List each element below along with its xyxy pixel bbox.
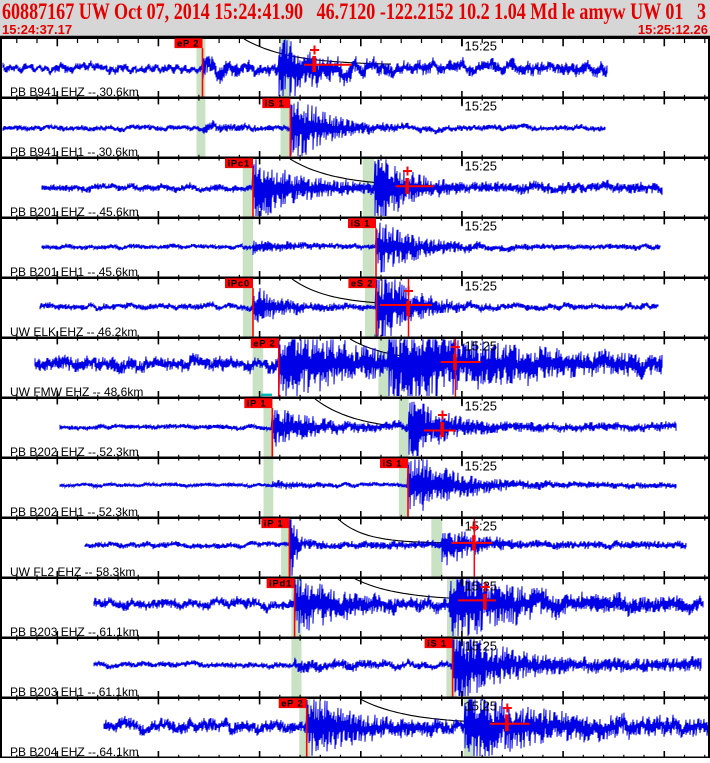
- svg-text:iS 1: iS 1: [383, 458, 403, 469]
- svg-text:eP 2: eP 2: [253, 338, 275, 349]
- svg-text:iPc1: iPc1: [228, 158, 250, 169]
- svg-text:eS 2: eS 2: [351, 278, 373, 289]
- svg-text:UW ELK EHZ -- 46.2km: UW ELK EHZ -- 46.2km: [10, 325, 137, 339]
- svg-text:15:25: 15:25: [465, 698, 498, 713]
- svg-text:iPc0: iPc0: [228, 278, 250, 289]
- svg-text:PB B203 EHZ -- 61.1km: PB B203 EHZ -- 61.1km: [10, 625, 139, 639]
- svg-text:15:25: 15:25: [465, 158, 498, 173]
- svg-text:15:25: 15:25: [465, 578, 498, 593]
- svg-text:PB B203 EH1 -- 61.1km: PB B203 EH1 -- 61.1km: [10, 685, 138, 699]
- svg-text:60887167 UW Oct 07, 2014 15:24: 60887167 UW Oct 07, 2014 15:24:41.90 46.…: [2, 0, 706, 24]
- svg-text:iP 1: iP 1: [247, 398, 267, 409]
- svg-text:PB B941 EHZ -- 30.6km: PB B941 EHZ -- 30.6km: [10, 85, 139, 99]
- svg-text:UW FL2 EHZ -- 58.3km: UW FL2 EHZ -- 58.3km: [10, 565, 135, 579]
- svg-text:PB B941 EH1 -- 30.6km: PB B941 EH1 -- 30.6km: [10, 145, 138, 159]
- svg-text:PB B204 EHZ -- 64.1km: PB B204 EHZ -- 64.1km: [10, 745, 139, 758]
- svg-text:15:25: 15:25: [465, 38, 498, 53]
- svg-text:15:25: 15:25: [465, 98, 498, 113]
- svg-text:PB B201 EHZ -- 45.6km: PB B201 EHZ -- 45.6km: [10, 205, 139, 219]
- svg-text:iP 1: iP 1: [264, 518, 284, 529]
- svg-text:PB B202 EH1 -- 52.3km: PB B202 EH1 -- 52.3km: [10, 505, 138, 519]
- svg-text:UW FMW EHZ -- 48.6km: UW FMW EHZ -- 48.6km: [10, 385, 143, 399]
- svg-text:15:25: 15:25: [465, 518, 498, 533]
- svg-text:15:25: 15:25: [465, 398, 498, 413]
- svg-text:15:25: 15:25: [465, 338, 498, 353]
- svg-text:PB B202 EHZ -- 52.3km: PB B202 EHZ -- 52.3km: [10, 445, 139, 459]
- svg-text:15:25:12.26: 15:25:12.26: [638, 22, 708, 37]
- svg-text:15:25: 15:25: [465, 638, 498, 653]
- svg-text:15:25: 15:25: [465, 458, 498, 473]
- svg-text:15:25: 15:25: [465, 218, 498, 233]
- svg-text:eP 2: eP 2: [281, 698, 303, 709]
- svg-text:iS 1: iS 1: [427, 638, 447, 649]
- svg-text:eP 2: eP 2: [177, 38, 199, 49]
- svg-text:15:25: 15:25: [465, 278, 498, 293]
- svg-text:iS 1: iS 1: [351, 218, 371, 229]
- svg-text:iS 1: iS 1: [265, 98, 285, 109]
- svg-text:PB B201 EH1 -- 45.6km: PB B201 EH1 -- 45.6km: [10, 265, 138, 279]
- svg-text:15:24:37.17: 15:24:37.17: [2, 22, 72, 37]
- svg-text:iPd1: iPd1: [269, 578, 292, 589]
